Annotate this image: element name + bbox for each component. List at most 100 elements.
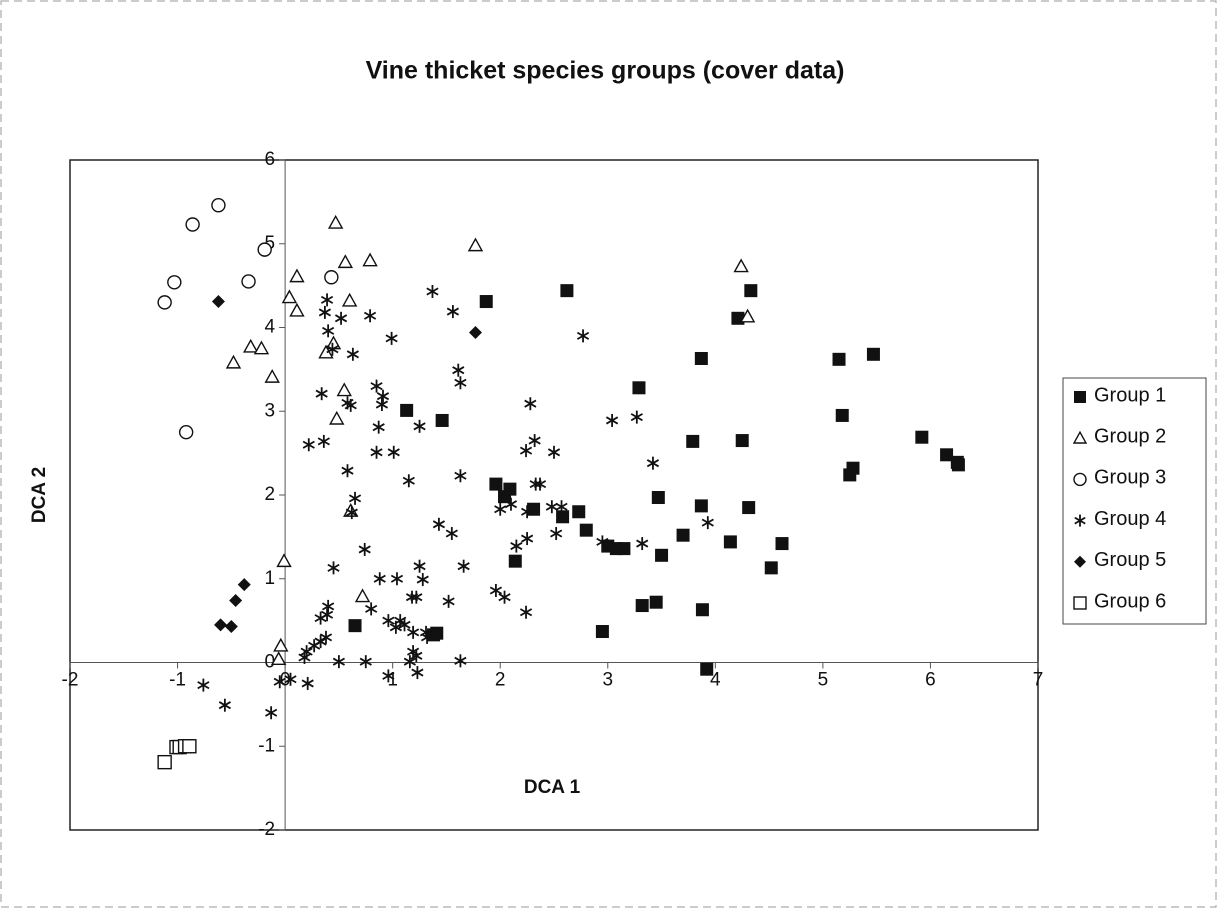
point: [435, 413, 449, 427]
point: [257, 242, 272, 257]
point: [467, 237, 484, 252]
point: [317, 434, 330, 448]
point: [264, 368, 280, 383]
x-tick-label: 7: [1033, 670, 1044, 691]
asterisk-stroke: [533, 480, 547, 489]
asterisk-stroke: [385, 334, 398, 343]
x-tick-label: 3: [602, 670, 613, 691]
point: [229, 594, 243, 608]
point: [442, 594, 455, 608]
point: [324, 270, 339, 285]
point: [214, 618, 228, 632]
asterisk-stroke: [345, 508, 358, 517]
x-tick-label: 5: [818, 670, 829, 691]
asterisk-stroke: [426, 287, 439, 296]
asterisk-stroke: [390, 574, 404, 583]
asterisk-stroke: [359, 657, 372, 666]
legend-marker: [1074, 555, 1086, 568]
asterisk-stroke: [341, 466, 354, 475]
asterisk-stroke: [382, 616, 395, 625]
point: [454, 469, 467, 483]
point: [498, 590, 511, 604]
legend-marker: [1073, 472, 1087, 487]
asterisk-stroke: [376, 392, 390, 401]
point: [298, 650, 311, 664]
asterisk-stroke: [442, 597, 455, 606]
point: [545, 500, 558, 514]
asterisk-stroke: [387, 448, 400, 457]
asterisk-stroke: [636, 539, 649, 548]
point: [915, 430, 929, 444]
point: [382, 614, 395, 628]
point: [402, 474, 415, 488]
point: [348, 491, 362, 505]
asterisk-stroke: [373, 574, 386, 583]
point: [550, 527, 563, 541]
point: [406, 625, 420, 639]
legend-label: Group 4: [1094, 508, 1166, 530]
point: [646, 456, 660, 470]
asterisk-stroke: [519, 446, 533, 455]
asterisk-stroke: [315, 389, 328, 398]
point: [676, 528, 690, 542]
asterisk-stroke: [322, 602, 335, 611]
point: [411, 666, 424, 680]
point: [387, 445, 400, 459]
legend-label: Group 2: [1094, 425, 1166, 447]
asterisk-stroke: [403, 657, 416, 666]
legend-label: Group 6: [1094, 590, 1166, 612]
point: [326, 342, 339, 356]
point: [489, 477, 503, 491]
point: [655, 548, 669, 562]
point: [723, 535, 737, 549]
asterisk-stroke: [265, 708, 278, 717]
y-tick-label: 3: [265, 400, 276, 421]
asterisk-stroke: [320, 295, 334, 304]
asterisk-stroke: [382, 671, 395, 680]
asterisk-stroke: [327, 563, 340, 572]
point: [354, 588, 371, 603]
asterisk-stroke: [445, 529, 458, 538]
point: [302, 438, 315, 452]
point: [358, 542, 371, 556]
point: [846, 461, 860, 475]
point: [617, 542, 631, 556]
point: [572, 505, 586, 519]
legend-marker: [1072, 430, 1088, 444]
point: [329, 410, 345, 425]
y-tick-label: 6: [265, 149, 276, 170]
point: [521, 505, 534, 519]
point: [224, 619, 238, 633]
point: [376, 389, 390, 403]
point: [167, 275, 182, 290]
point: [218, 698, 231, 712]
asterisk-stroke: [489, 586, 503, 595]
point: [243, 338, 259, 353]
point: [454, 376, 467, 390]
point: [341, 464, 354, 478]
asterisk-stroke: [454, 378, 467, 387]
point: [413, 559, 426, 573]
asterisk-stroke: [605, 416, 619, 425]
asterisk-stroke: [298, 653, 311, 662]
y-tick-label: 4: [265, 317, 276, 338]
point: [398, 618, 411, 632]
point: [273, 637, 289, 652]
point: [410, 590, 423, 604]
asterisk-stroke: [494, 505, 507, 514]
point: [649, 595, 663, 609]
asterisk-stroke: [197, 681, 210, 690]
asterisk-stroke: [504, 500, 518, 509]
asterisk-stroke: [410, 593, 423, 602]
point: [157, 754, 172, 770]
point: [735, 434, 749, 448]
y-tick-label: 1: [265, 568, 276, 589]
point: [940, 448, 954, 462]
asterisk-stroke: [273, 677, 286, 686]
point: [341, 292, 358, 307]
point: [390, 572, 404, 586]
asterisk-stroke: [510, 542, 523, 551]
asterisk-stroke: [498, 593, 511, 602]
asterisk-stroke: [372, 423, 385, 432]
asterisk-stroke: [318, 308, 332, 317]
